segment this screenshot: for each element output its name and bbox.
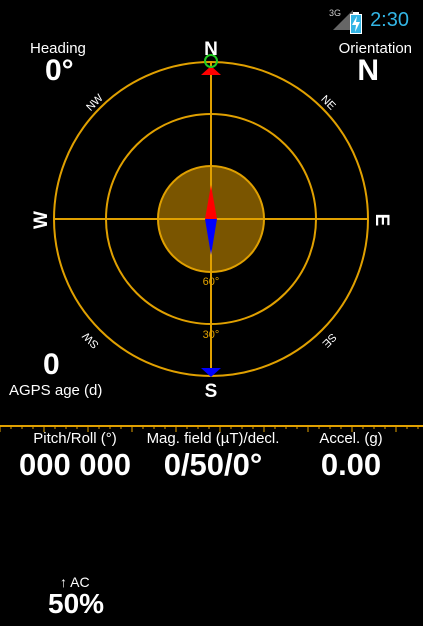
- mag-field-value: 0/50/0°: [163, 447, 263, 482]
- satellite-marker-icon: [204, 54, 218, 68]
- north-marker-icon: [201, 66, 221, 75]
- south-marker-icon: [201, 368, 221, 377]
- ring-60-label: 60°: [203, 276, 220, 288]
- orientation-label: Orientation: [338, 40, 412, 57]
- needle-south-icon: [205, 219, 217, 255]
- heading-label: Heading: [30, 40, 86, 57]
- compass-dial: N S W E NW NE SW SE 60° 30°: [31, 40, 392, 402]
- orientation-value: N: [357, 54, 379, 87]
- pitch-roll-value: 000 000: [18, 447, 132, 482]
- accel-label: Accel. (g): [319, 430, 383, 447]
- west-label: W: [31, 211, 52, 229]
- signal-icon: 3G: [329, 8, 353, 35]
- battery-charging-icon: [350, 12, 362, 39]
- needle-north-icon: [205, 185, 217, 219]
- accel-panel: Accel. (g) 0.00: [296, 430, 406, 483]
- network-type: 3G: [329, 8, 342, 18]
- southeast-label: SE: [320, 331, 339, 350]
- accuracy-label: ↑ AC: [60, 574, 90, 590]
- pitch-roll-label: Pitch/Roll (°): [33, 430, 117, 447]
- divider-ruler: [0, 425, 423, 432]
- south-label: S: [205, 381, 218, 402]
- agps-age-value: 0: [43, 348, 60, 381]
- clock: 2:30: [370, 9, 409, 31]
- accuracy-value: 50%: [48, 588, 105, 619]
- northwest-label: NW: [84, 92, 106, 114]
- heading-value: 0°: [45, 54, 74, 87]
- southwest-label: SW: [80, 329, 101, 350]
- mag-field-label: Mag. field (µT)/decl.: [146, 430, 280, 447]
- accel-value: 0.00: [320, 447, 382, 482]
- mag-field-panel: Mag. field (µT)/decl. 0/50/0°: [138, 430, 288, 483]
- east-label: E: [371, 214, 392, 227]
- north-label: N: [204, 40, 218, 60]
- pitch-roll-panel: Pitch/Roll (°) 000 000: [10, 430, 140, 483]
- agps-age-label: AGPS age (d): [9, 382, 103, 399]
- northeast-label: NE: [318, 93, 337, 112]
- ring-30-label: 30°: [203, 329, 220, 341]
- status-bar: 3G 2:30: [0, 0, 423, 38]
